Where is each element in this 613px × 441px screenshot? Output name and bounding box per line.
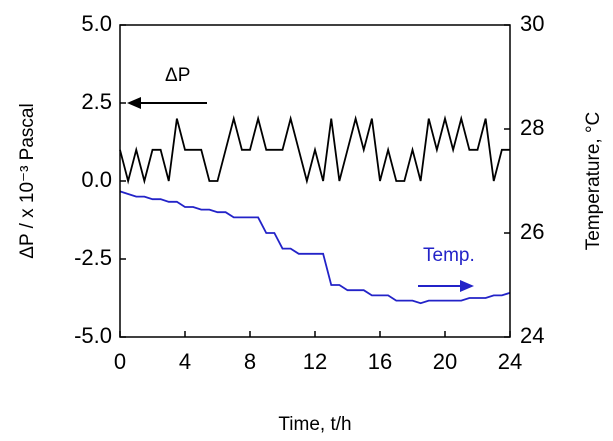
x-tick-label: 12 xyxy=(303,349,327,374)
y-tick-label: 5.0 xyxy=(81,11,112,36)
x-axis-label: Time, t/h xyxy=(278,414,351,435)
x-tick-label: 20 xyxy=(433,349,457,374)
x-tick-label: 4 xyxy=(179,349,191,374)
annotation: Temp. xyxy=(423,245,475,266)
arrowhead xyxy=(127,97,141,109)
y2-tick-label: 30 xyxy=(520,11,544,36)
y-tick-label: -5.0 xyxy=(74,323,112,348)
plot-frame xyxy=(119,24,511,338)
y2-tick-label: 24 xyxy=(520,323,544,348)
series-line xyxy=(119,115,510,185)
y-tick-label: 2.5 xyxy=(81,89,112,114)
y2-tick-label: 28 xyxy=(520,115,544,140)
x-tick-label: 8 xyxy=(244,349,256,374)
y-axis-label: ΔP / x 10⁻³ Pascal xyxy=(17,103,38,258)
y-tick-label: 0.0 xyxy=(81,167,112,192)
y-tick-label: -2.5 xyxy=(74,245,112,270)
y2-tick-label: 26 xyxy=(520,219,544,244)
x-tick-label: 0 xyxy=(114,349,126,374)
annotation: ΔP xyxy=(165,65,190,86)
x-tick-label: 16 xyxy=(368,349,392,374)
y2-axis-label: Temperature, °C xyxy=(583,112,604,251)
x-tick-label: 24 xyxy=(498,349,522,374)
series-line xyxy=(119,190,511,305)
arrowhead xyxy=(460,280,474,292)
